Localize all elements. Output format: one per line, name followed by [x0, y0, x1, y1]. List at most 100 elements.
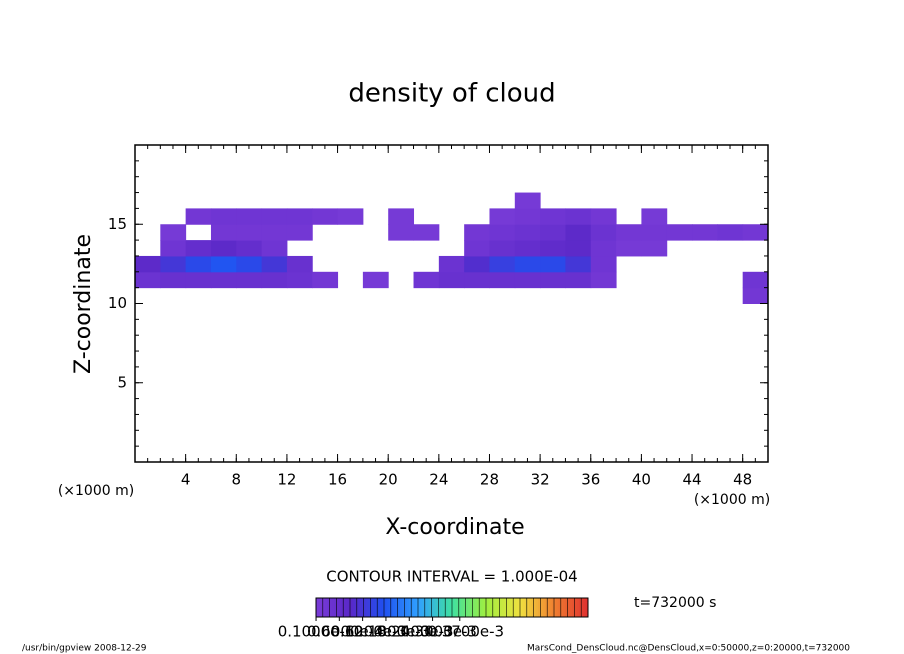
density-cell [565, 208, 592, 225]
colorbar-swatch [422, 598, 426, 617]
colorbar-swatch [472, 598, 476, 617]
density-cell [185, 255, 212, 273]
colorbar-tick-label: 0.6000e-4 [307, 623, 384, 641]
colorbar-swatch [456, 598, 460, 617]
colorbar-swatch [542, 598, 546, 617]
contour-interval: CONTOUR INTERVAL = 1.000E-04 [326, 568, 577, 586]
density-cell [135, 255, 161, 273]
colorbar-swatch [510, 598, 514, 617]
colorbar-swatch [374, 598, 378, 617]
colorbar-swatch [395, 598, 399, 617]
colorbar-swatch [524, 598, 528, 617]
x-tick-label: 24 [429, 471, 448, 489]
colorbar-swatch [354, 598, 358, 617]
colorbar-swatch [563, 598, 566, 617]
x-tick-label: 32 [531, 471, 550, 489]
colorbar-swatch [343, 598, 346, 617]
density-cell [261, 224, 288, 241]
colorbar-swatch [558, 598, 562, 617]
density-cell [540, 255, 566, 273]
colorbar-swatch [325, 598, 328, 617]
colorbar-swatch [515, 598, 519, 617]
colorbar-swatch [490, 598, 494, 617]
colorbar-swatch [329, 598, 333, 617]
colorbar-swatch [372, 598, 376, 617]
density-cell [210, 224, 237, 241]
colorbar-swatch [572, 598, 575, 617]
density-cell [464, 255, 490, 273]
colorbar-swatch [465, 598, 469, 617]
x-unit-label: (×1000 m) [58, 483, 134, 499]
colorbar-swatch [513, 598, 516, 617]
density-cell [438, 255, 465, 273]
density-cell [438, 271, 465, 289]
colorbar-swatch [397, 598, 401, 617]
colorbar-swatch [549, 598, 553, 617]
colorbar-swatch [352, 598, 356, 617]
colorbar-swatch [569, 598, 573, 617]
density-cell [286, 208, 313, 225]
density-cell [236, 224, 263, 241]
colorbar-swatch [581, 598, 584, 617]
x-tick-label: 8 [232, 471, 242, 489]
colorbar-swatch [334, 598, 337, 617]
colorbar-swatch [413, 598, 417, 617]
colorbar-swatch [520, 598, 523, 617]
colorbar-swatch [429, 598, 433, 617]
colorbar-swatch [408, 598, 412, 617]
density-cell [185, 240, 212, 257]
colorbar-swatch [560, 598, 564, 617]
density-cell [160, 255, 187, 273]
x-tick-label: 20 [379, 471, 398, 489]
colorbar-swatch [535, 598, 539, 617]
colorbar-swatch [474, 598, 478, 617]
colorbar-swatch [436, 598, 439, 617]
colorbar-swatch [583, 598, 587, 617]
density-cell [742, 224, 769, 241]
time-label: t=732000 s [634, 595, 716, 611]
colorbar-swatch [418, 598, 421, 617]
colorbar-swatch [377, 598, 380, 617]
density-cell [489, 208, 516, 225]
colorbar-swatch [467, 598, 471, 617]
colorbar-swatch [320, 598, 324, 617]
x-tick-label: 12 [277, 471, 296, 489]
density-cell [286, 224, 313, 241]
x-tick-label: 4 [181, 471, 191, 489]
colorbar-swatch [379, 598, 383, 617]
density-cell [641, 208, 668, 225]
y-tick-label: 15 [108, 215, 127, 233]
density-cell [210, 240, 237, 257]
colorbar-swatch [526, 598, 530, 617]
density-cell [565, 255, 592, 273]
plot-frame [134, 144, 769, 463]
chart-title: density of cloud [348, 79, 555, 109]
colorbar-swatch [331, 598, 335, 617]
colorbar-swatch [531, 598, 535, 617]
y-tick-label: 5 [117, 373, 127, 391]
density-cell [540, 271, 566, 289]
density-cell [464, 240, 490, 257]
density-cell [261, 255, 288, 273]
colorbar-swatch [338, 598, 342, 617]
colorbar-swatch [547, 598, 550, 617]
colorbar-swatch [529, 598, 532, 617]
density-cell [590, 224, 617, 241]
colorbar-swatch [517, 598, 521, 617]
x-tick-label: 40 [632, 471, 651, 489]
density-cell [413, 271, 440, 289]
density-cell [514, 240, 541, 257]
density-cell [185, 271, 212, 289]
colorbar-swatch [565, 598, 569, 617]
colorbar-swatch [322, 598, 326, 617]
density-cell [286, 255, 313, 273]
density-cell [514, 271, 541, 289]
density-cell [514, 224, 541, 241]
colorbar-swatch [501, 598, 505, 617]
colorbar-swatch [318, 598, 322, 617]
density-cell [286, 271, 313, 289]
colorbar-swatch [411, 598, 414, 617]
colorbar-swatch [554, 598, 557, 617]
colorbar-swatch [452, 598, 455, 617]
